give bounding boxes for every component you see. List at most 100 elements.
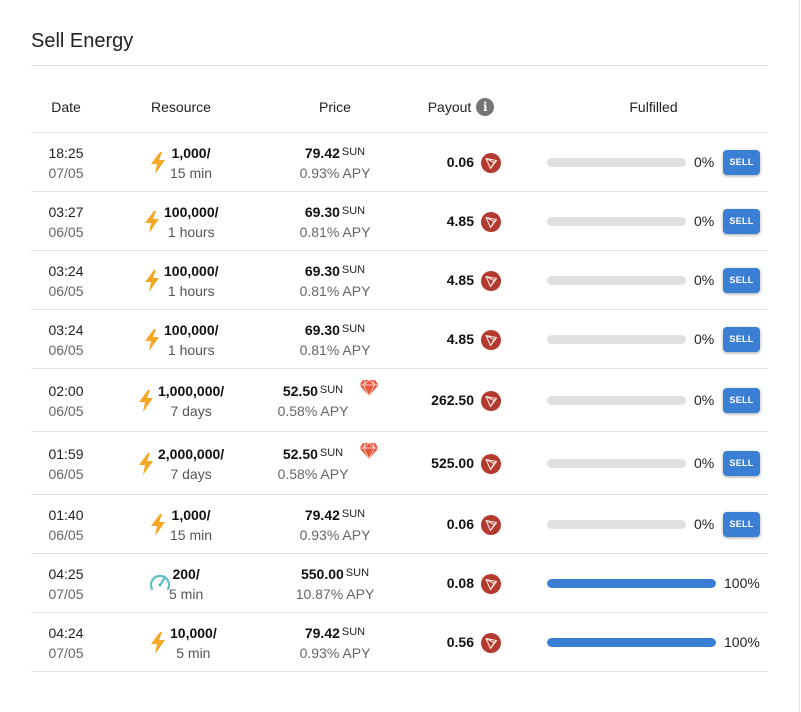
fulfilled-percent: 0% bbox=[694, 391, 715, 408]
fulfilled-progress-bar bbox=[547, 458, 686, 468]
sell-button[interactable]: SELL bbox=[723, 450, 760, 476]
sell-button[interactable]: SELL bbox=[723, 387, 760, 413]
resource-amount: 10,000/5 min bbox=[170, 623, 217, 663]
price-apy: 0.93% APY bbox=[299, 164, 371, 181]
price-apy: 0.58% APY bbox=[277, 402, 349, 419]
payout-amount: 0.06 bbox=[446, 515, 474, 532]
resource-duration: 1 hours bbox=[167, 223, 215, 240]
resource-quantity: 2,000,000/ bbox=[158, 445, 225, 462]
price-apy: 0.58% APY bbox=[277, 465, 349, 482]
order-price: 69.30 SUN 0.81% APY bbox=[285, 319, 385, 360]
order-price: 52.50 SUN 0.58% APY bbox=[263, 380, 363, 421]
resource-duration: 15 min bbox=[170, 164, 213, 181]
order-date: 01:40 06/05 bbox=[31, 505, 101, 545]
sell-button[interactable]: SELL bbox=[723, 208, 760, 234]
payout-amount: 4.85 bbox=[446, 212, 474, 229]
order-date: 03:24 06/05 bbox=[31, 261, 101, 301]
tron-icon bbox=[481, 632, 501, 653]
resource-quantity: 100,000/ bbox=[164, 321, 219, 338]
order-time: 04:24 bbox=[48, 624, 84, 641]
order-date: 18:25 07/05 bbox=[31, 143, 101, 183]
resource-quantity: 100,000/ bbox=[164, 203, 219, 220]
resource-amount: 1,000/15 min bbox=[170, 505, 212, 545]
sell-button[interactable]: SELL bbox=[723, 267, 760, 293]
price-value: 69.30 bbox=[304, 262, 340, 279]
order-date: 02:00 06/05 bbox=[31, 381, 101, 421]
order-time: 04:25 bbox=[48, 565, 84, 582]
sell-button[interactable]: SELL bbox=[723, 511, 760, 537]
table-row: 04:25 07/05 200/5 min 550.00 SUN 10.87% APY 0.… bbox=[31, 554, 768, 613]
fulfilled-progress-bar bbox=[547, 157, 686, 167]
fulfilled-progress-fill bbox=[547, 578, 716, 588]
order-price: 52.50 SUN 0.58% APY bbox=[263, 443, 363, 484]
tron-icon bbox=[481, 514, 501, 535]
price-unit: SUN bbox=[341, 263, 366, 276]
bolt-icon bbox=[144, 269, 160, 292]
price-apy: 0.81% APY bbox=[299, 282, 371, 299]
sell-button[interactable]: SELL bbox=[723, 149, 760, 175]
table-row: 04:24 07/05 10,000/5 min 79.42 SUN 0.93% APY 0… bbox=[31, 613, 768, 672]
fulfilled-progress-bar bbox=[547, 216, 686, 226]
sell-button[interactable]: SELL bbox=[723, 326, 760, 352]
order-day: 07/05 bbox=[48, 644, 84, 661]
resource-amount: 1,000/15 min bbox=[170, 143, 212, 183]
order-day: 07/05 bbox=[48, 585, 84, 602]
bolt-icon bbox=[138, 389, 154, 412]
fulfilled-percent: 0% bbox=[694, 271, 715, 288]
resource-duration: 7 days bbox=[170, 402, 212, 419]
payout-amount: 0.08 bbox=[446, 574, 474, 591]
payout-amount: 4.85 bbox=[446, 271, 474, 288]
tron-icon bbox=[481, 270, 501, 291]
price-value: 79.42 bbox=[304, 144, 340, 161]
order-price: 79.42 SUN 0.93% APY bbox=[285, 142, 385, 183]
page-title: Sell Energy bbox=[31, 30, 134, 52]
column-header-payout: Payout i bbox=[411, 97, 511, 116]
order-day: 06/05 bbox=[48, 526, 84, 543]
fulfilled-percent: 100% bbox=[724, 574, 760, 591]
fulfilled-percent: 0% bbox=[694, 153, 715, 170]
tron-icon bbox=[481, 390, 501, 411]
price-apy: 0.81% APY bbox=[299, 341, 371, 358]
info-icon[interactable]: i bbox=[476, 97, 495, 116]
bolt-icon bbox=[150, 631, 166, 654]
tron-icon bbox=[481, 453, 501, 474]
resource-amount: 100,000/1 hours bbox=[164, 202, 219, 242]
order-day: 07/05 bbox=[48, 164, 84, 181]
order-date: 03:27 06/05 bbox=[31, 202, 101, 242]
bolt-icon bbox=[150, 151, 166, 174]
bolt-icon bbox=[144, 328, 160, 351]
resource-duration: 15 min bbox=[170, 526, 213, 543]
title-divider bbox=[31, 65, 768, 66]
gauge-icon bbox=[149, 573, 171, 595]
order-time: 01:40 bbox=[48, 506, 84, 523]
order-price: 79.42 SUN 0.93% APY bbox=[285, 622, 385, 663]
price-value: 550.00 bbox=[300, 565, 344, 582]
price-value: 79.42 bbox=[304, 624, 340, 641]
price-value: 79.42 bbox=[304, 506, 340, 523]
bolt-icon bbox=[150, 513, 166, 536]
resource-amount: 100,000/1 hours bbox=[164, 320, 219, 360]
price-apy: 0.81% APY bbox=[299, 223, 371, 240]
order-time: 18:25 bbox=[48, 144, 84, 161]
column-header-resource: Resource bbox=[151, 99, 211, 115]
fulfilled-progress-bar bbox=[547, 275, 686, 285]
order-day: 06/05 bbox=[48, 341, 84, 358]
table-row: 03:27 06/05 100,000/1 hours 69.30 SUN 0.81% A… bbox=[31, 192, 768, 251]
diamond-icon bbox=[359, 441, 379, 460]
order-price: 550.00 SUN 10.87% APY bbox=[285, 563, 385, 604]
bolt-icon bbox=[138, 452, 154, 475]
table-row: 03:24 06/05 100,000/1 hours 69.30 SUN 0.81% A… bbox=[31, 251, 768, 310]
column-header-payout-label: Payout bbox=[427, 99, 472, 115]
tron-icon bbox=[481, 211, 501, 232]
order-date: 04:24 07/05 bbox=[31, 623, 101, 663]
order-day: 06/05 bbox=[48, 465, 84, 482]
order-time: 02:00 bbox=[48, 382, 84, 399]
payout-amount: 0.06 bbox=[446, 153, 474, 170]
resource-duration: 5 min bbox=[176, 644, 211, 661]
resource-quantity: 1,000/ bbox=[171, 144, 211, 161]
resource-duration: 7 days bbox=[170, 465, 212, 482]
order-date: 04:25 07/05 bbox=[31, 564, 101, 604]
price-unit: SUN bbox=[319, 383, 344, 396]
resource-quantity: 1,000/ bbox=[171, 506, 211, 523]
price-apy: 0.93% APY bbox=[299, 526, 371, 543]
